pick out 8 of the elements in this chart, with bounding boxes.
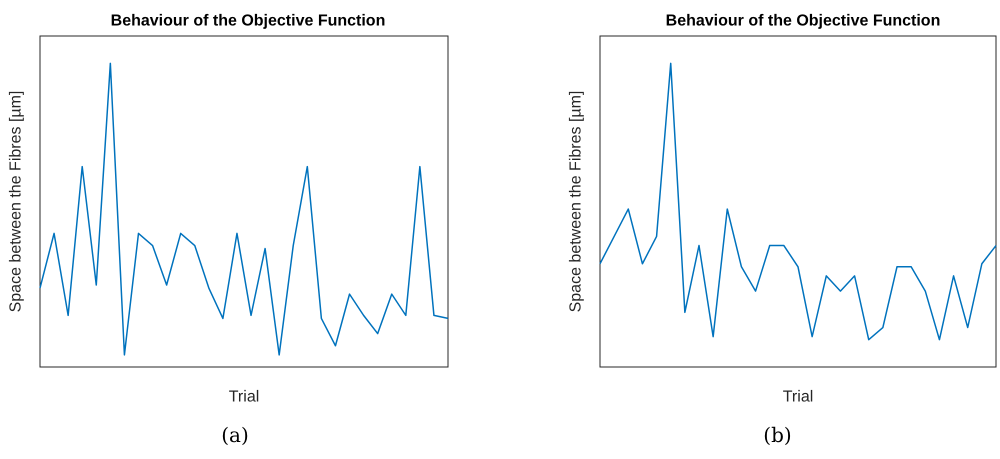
- x-axis-title: Trial: [782, 388, 814, 406]
- y-axis-title: Space between the Fibres [µm]: [8, 90, 24, 312]
- y-axis-title: Space between the Fibres [µm]: [568, 90, 584, 312]
- x-axis-title: Trial: [228, 388, 260, 406]
- text: (b): [763, 423, 792, 447]
- text: (a): [221, 423, 249, 447]
- chart-title: Behaviour of the Objective Function: [110, 12, 386, 30]
- chart-title: Behaviour of the Objective Function: [666, 12, 940, 30]
